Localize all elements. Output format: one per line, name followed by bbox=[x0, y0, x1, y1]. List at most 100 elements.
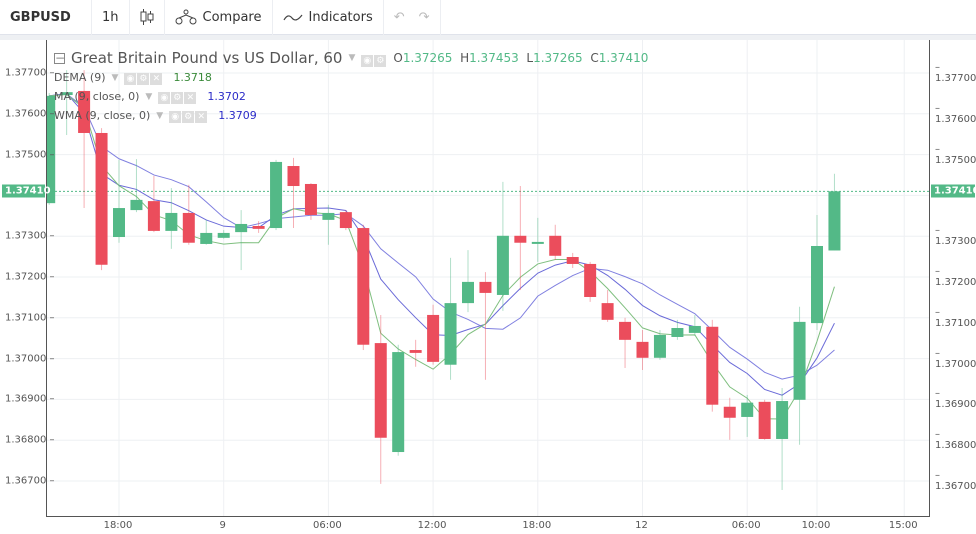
study-caret-icon[interactable]: ▼ bbox=[156, 110, 164, 121]
candle-down bbox=[78, 90, 91, 133]
candles-icon bbox=[140, 9, 154, 25]
candle-down bbox=[584, 263, 597, 297]
price-tick-label: – 1.37600 bbox=[935, 102, 976, 125]
indicators-icon bbox=[282, 14, 302, 21]
candle-down bbox=[723, 406, 736, 418]
price-tick-label: – 1.37100 bbox=[935, 306, 976, 329]
series-caret-icon[interactable]: ▼ bbox=[348, 53, 356, 63]
symbol-button[interactable]: GBPUSD bbox=[0, 0, 92, 35]
candle-down bbox=[706, 326, 719, 405]
study-caret-icon[interactable]: ▼ bbox=[111, 72, 119, 83]
eye-icon[interactable]: ◉ bbox=[361, 55, 374, 67]
close-icon[interactable]: ✕ bbox=[184, 91, 197, 104]
open-label: O bbox=[393, 51, 403, 65]
price-tick-label: 1.36900 – bbox=[5, 393, 55, 405]
redo-icon[interactable]: ↷ bbox=[418, 9, 430, 25]
candle-up bbox=[811, 245, 823, 324]
top-toolbar: GBPUSD 1h Compare Indicators ↶ ↷ bbox=[0, 0, 976, 35]
candle-up bbox=[688, 325, 701, 333]
candle-down bbox=[549, 235, 562, 256]
collapse-icon[interactable]: − bbox=[54, 50, 66, 65]
plot-pane[interactable] bbox=[46, 40, 930, 516]
main-series-legend: − Great Britain Pound vs US Dollar, 60 ▼… bbox=[54, 48, 648, 68]
symbol-label: GBPUSD bbox=[10, 9, 71, 25]
study-legend-row: WMA (9, close, 0) ▼ ◉ ⚙ ✕ 1.3709 bbox=[54, 106, 648, 125]
price-tick-label: 1.37300 – bbox=[5, 230, 55, 242]
close-icon[interactable]: ✕ bbox=[150, 72, 163, 85]
high-value: 1.37453 bbox=[469, 51, 519, 65]
eye-icon[interactable]: ◉ bbox=[124, 72, 137, 85]
series-title: Great Britain Pound vs US Dollar, 60 bbox=[71, 49, 343, 67]
time-tick-label: 15:00 bbox=[888, 520, 918, 531]
study-value: 1.3709 bbox=[218, 109, 257, 122]
undo-redo: ↶ ↷ bbox=[384, 0, 441, 35]
chart-area[interactable]: 18:00 9 06:00 12:00 18:00 12 06:00 10:00 15:00 1… bbox=[0, 40, 976, 534]
candle-down bbox=[287, 166, 300, 187]
candle-down bbox=[182, 212, 195, 243]
settings-icon[interactable]: ⚙ bbox=[374, 55, 387, 67]
compare-button[interactable]: Compare bbox=[165, 0, 273, 35]
time-axis[interactable]: 18:00 9 06:00 12:00 18:00 12 06:00 10:00 15:00 bbox=[46, 516, 930, 534]
open-value: 1.37265 bbox=[402, 51, 453, 65]
candle-up bbox=[235, 223, 248, 233]
interval-label: 1h bbox=[102, 9, 119, 25]
time-tick-label: 18:00 bbox=[103, 520, 133, 531]
candle-up bbox=[462, 281, 474, 304]
price-tick-label: – 1.37200 bbox=[935, 266, 976, 288]
chart-style-button[interactable] bbox=[130, 0, 165, 35]
candles-canvas bbox=[47, 40, 929, 516]
price-tick-label: 1.37000 – bbox=[5, 353, 55, 365]
price-tick-label: – 1.36700 bbox=[935, 470, 976, 492]
study-caret-icon[interactable]: ▼ bbox=[145, 91, 153, 102]
candle-up bbox=[130, 199, 143, 211]
price-tick-label: – 1.36900 bbox=[935, 388, 976, 411]
candle-up bbox=[217, 232, 230, 238]
price-tick-label: – 1.37700 bbox=[935, 62, 976, 84]
candle-down bbox=[409, 350, 422, 353]
study-legend-row: MA (9, close, 0) ▼ ◉ ⚙ ✕ 1.3702 bbox=[54, 87, 648, 106]
eye-icon[interactable]: ◉ bbox=[169, 110, 182, 123]
undo-icon[interactable]: ↶ bbox=[393, 9, 405, 25]
candle-down bbox=[252, 226, 265, 229]
eye-icon[interactable]: ◉ bbox=[158, 91, 171, 104]
candle-up bbox=[322, 212, 335, 220]
series-buttons: ◉ ⚙ bbox=[361, 49, 387, 67]
price-tick-label: 1.36700 – bbox=[5, 475, 55, 487]
candle-down bbox=[427, 314, 440, 362]
study-legend-row: DEMA (9) ▼ ◉ ⚙ ✕ 1.3718 bbox=[54, 68, 648, 87]
candle-up bbox=[671, 328, 684, 337]
settings-icon[interactable]: ⚙ bbox=[182, 110, 195, 123]
compare-label: Compare bbox=[202, 9, 262, 25]
price-tick-label: 1.37100 – bbox=[5, 312, 55, 324]
price-tick-label: 1.37200 – bbox=[5, 271, 55, 283]
candle-up bbox=[47, 95, 56, 204]
settings-icon[interactable]: ⚙ bbox=[137, 72, 150, 85]
price-tick-label: – 1.37000 bbox=[935, 347, 976, 370]
candle-up bbox=[793, 321, 806, 400]
settings-icon[interactable]: ⚙ bbox=[171, 91, 184, 104]
interval-button[interactable]: 1h bbox=[92, 0, 130, 35]
indicators-label: Indicators bbox=[308, 9, 373, 25]
low-value: 1.37265 bbox=[533, 51, 583, 65]
time-tick-label: 12:00 bbox=[417, 520, 447, 531]
price-tick-label: 1.37700 – bbox=[5, 67, 55, 79]
close-icon[interactable]: ✕ bbox=[195, 110, 208, 123]
study-value: 1.3718 bbox=[173, 71, 212, 84]
candle-down bbox=[357, 228, 370, 345]
ma-line bbox=[49, 93, 835, 380]
candle-up bbox=[200, 232, 213, 244]
study-value: 1.3702 bbox=[207, 90, 246, 103]
candle-down bbox=[304, 183, 317, 215]
candle-up bbox=[165, 212, 178, 231]
low-label: L bbox=[526, 51, 534, 65]
time-tick-label: 12 bbox=[635, 520, 648, 531]
candle-down bbox=[147, 201, 160, 231]
current-price-label: 1.37410 bbox=[2, 184, 51, 198]
time-tick-label: 10:00 bbox=[801, 520, 831, 531]
time-tick-label: 9 bbox=[219, 520, 226, 531]
dema-line bbox=[49, 94, 835, 420]
price-tick-label: – 1.37500 bbox=[935, 143, 976, 166]
price-tick-label: 1.37500 – bbox=[5, 149, 55, 161]
indicators-button[interactable]: Indicators bbox=[273, 0, 384, 35]
candle-up bbox=[444, 303, 457, 365]
